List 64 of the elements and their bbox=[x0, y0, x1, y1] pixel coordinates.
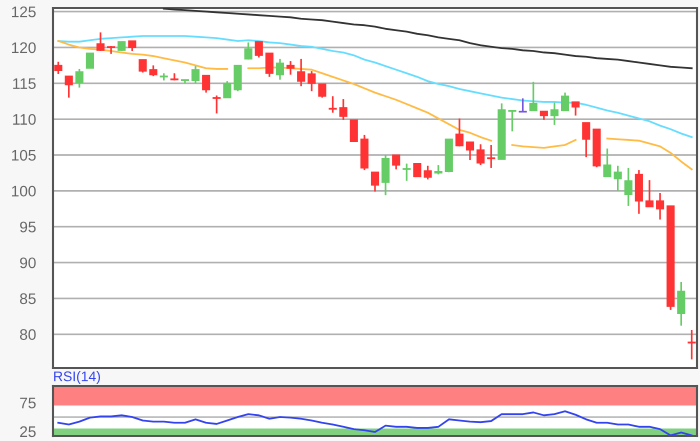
candlestick bbox=[603, 148, 612, 178]
candlestick bbox=[582, 122, 590, 158]
y-tick-label: 85 bbox=[20, 293, 36, 304]
candlestick bbox=[466, 141, 474, 161]
candlestick bbox=[212, 94, 221, 114]
candlestick bbox=[382, 154, 390, 196]
candlestick bbox=[286, 60, 295, 76]
y-tick-label: 125 bbox=[12, 6, 36, 18]
candlestick bbox=[424, 164, 432, 180]
y-tick-label: 95 bbox=[20, 222, 36, 232]
y-tick-label: 120 bbox=[12, 42, 36, 54]
candlestick bbox=[64, 75, 73, 98]
candlestick bbox=[54, 60, 62, 75]
candlestick bbox=[96, 32, 105, 52]
candlestick bbox=[677, 281, 686, 327]
candlestick bbox=[476, 143, 485, 166]
candlestick bbox=[138, 58, 147, 74]
candlestick bbox=[339, 98, 348, 121]
y-tick-label: 110 bbox=[13, 114, 36, 125]
candlestick bbox=[529, 81, 538, 112]
y-tick-label: 90 bbox=[20, 257, 36, 268]
y-tick-label: 100 bbox=[12, 186, 36, 197]
candlestick bbox=[244, 42, 252, 60]
line-series bbox=[162, 8, 693, 70]
candlestick bbox=[328, 95, 337, 114]
chart-title: RSI(14) bbox=[54, 371, 100, 384]
candlestick bbox=[265, 52, 274, 78]
candlestick bbox=[308, 70, 316, 92]
candlestick bbox=[402, 162, 411, 182]
line-series bbox=[57, 410, 693, 436]
candlestick bbox=[75, 68, 84, 88]
candlestick bbox=[550, 102, 559, 126]
candlestick bbox=[223, 80, 232, 98]
candlestick bbox=[318, 83, 326, 98]
y-tick-label: 80 bbox=[20, 329, 36, 340]
candlestick bbox=[370, 171, 380, 192]
y-tick-label: 105 bbox=[12, 150, 36, 161]
candlestick bbox=[434, 164, 442, 176]
candlestick bbox=[572, 101, 580, 116]
candlestick bbox=[350, 119, 358, 142]
candlestick bbox=[518, 98, 527, 113]
candlestick bbox=[560, 92, 570, 112]
candlestick bbox=[688, 329, 696, 360]
candlestick bbox=[191, 65, 200, 84]
candlestick bbox=[254, 40, 263, 58]
candlestick bbox=[149, 64, 158, 77]
candlestick bbox=[455, 118, 464, 148]
candlestick bbox=[86, 52, 94, 69]
candlestick bbox=[624, 167, 632, 207]
candlestick bbox=[614, 164, 622, 192]
y-tick-label: 75 bbox=[20, 398, 36, 408]
candlestick bbox=[128, 40, 136, 52]
candlestick bbox=[413, 163, 422, 178]
line-series bbox=[57, 35, 693, 138]
candlestick bbox=[276, 58, 284, 81]
candlestick bbox=[202, 74, 210, 94]
y-tick-label: 25 bbox=[20, 426, 36, 438]
candlestick bbox=[645, 179, 654, 208]
candlestick bbox=[656, 192, 664, 220]
candlestick bbox=[297, 58, 306, 87]
candlestick bbox=[107, 45, 116, 55]
candlestick bbox=[508, 110, 516, 132]
y-tick-label: 115 bbox=[13, 78, 36, 89]
candlestick bbox=[392, 154, 400, 170]
